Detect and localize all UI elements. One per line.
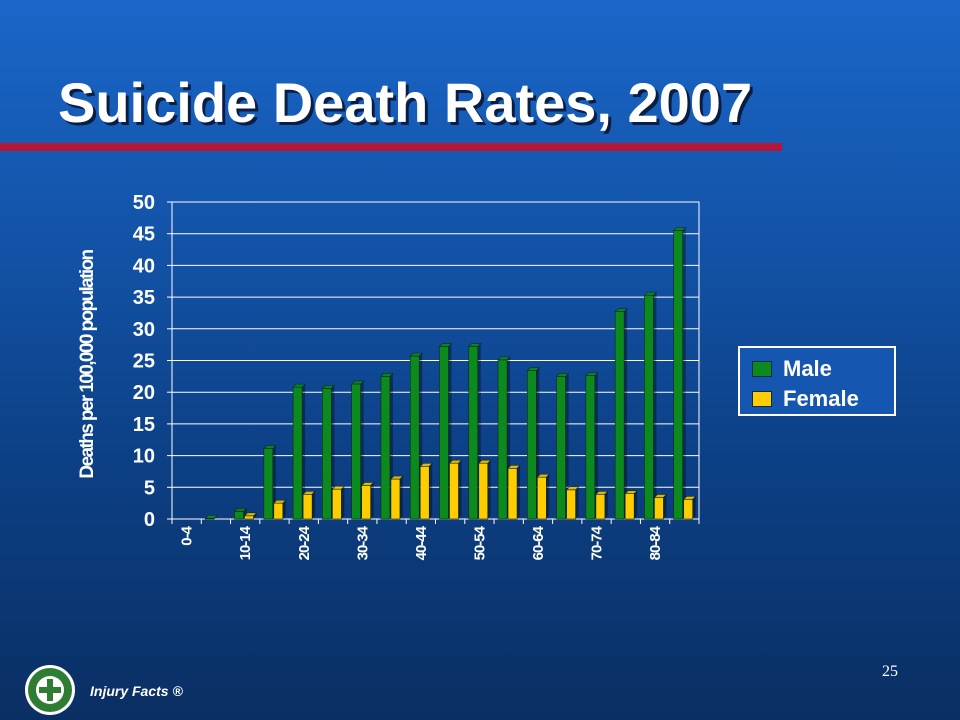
bar-male-20-24 — [292, 383, 306, 520]
y-tick-label: 40 — [133, 255, 155, 277]
bar-female-15-19 — [273, 499, 287, 520]
bar-female-50-54 — [478, 459, 492, 520]
bar-female-10-14 — [243, 512, 258, 520]
bar-male-75-79 — [614, 308, 628, 520]
bar-female-75-79 — [624, 490, 638, 520]
slide-title: Suicide Death Rates, 2007 — [58, 71, 753, 134]
bar-female-60-64 — [536, 473, 551, 520]
national-safety-council-seal-icon — [25, 665, 75, 715]
legend-label-female: Female — [783, 386, 859, 411]
x-tick-label: 0-4 — [179, 525, 196, 545]
x-tick-label: 50-54 — [471, 525, 488, 560]
page-number: 25 — [882, 663, 898, 680]
y-axis-ticks: 0 5 10 15 20 25 30 35 40 45 50 — [133, 192, 172, 531]
footer-injury-facts: Injury Facts ® — [90, 683, 183, 699]
bar-female-55-59 — [507, 464, 521, 520]
bar-male-15-19 — [263, 445, 277, 520]
x-tick-label: 20-24 — [296, 525, 313, 560]
bar-female-80-84 — [653, 494, 668, 520]
chart-bars — [204, 227, 697, 520]
bar-female-65-69 — [565, 486, 580, 520]
x-tick-label: 60-64 — [530, 525, 547, 560]
y-axis-label: Deaths per 100,000 population — [77, 249, 98, 478]
bar-male-65-69 — [555, 373, 570, 520]
bar-female-40-44 — [419, 463, 433, 520]
y-tick-label: 35 — [133, 287, 155, 309]
legend-swatch-female — [752, 391, 772, 407]
y-tick-label: 15 — [133, 414, 155, 436]
x-axis-ticks: 0-4 10-14 20-24 30-34 40-44 50-54 60-64 70-74 80… — [171, 519, 700, 560]
bar-female-20-24 — [302, 490, 316, 520]
y-tick-label: 10 — [133, 446, 155, 468]
legend-item-male: Male — [752, 354, 832, 384]
bar-female-45-49 — [448, 459, 463, 520]
legend-item-female: Female — [752, 384, 859, 414]
y-tick-label: 45 — [133, 224, 155, 246]
x-tick-label: 30-34 — [354, 525, 371, 560]
bar-female-35-39 — [390, 475, 404, 520]
bar-female-30-34 — [360, 482, 375, 520]
y-tick-label: 0 — [144, 509, 155, 531]
x-tick-label: 10-14 — [237, 525, 254, 560]
bar-male-85+ — [672, 227, 687, 520]
y-tick-label: 50 — [133, 192, 155, 214]
y-tick-label: 5 — [144, 477, 155, 499]
y-tick-label: 25 — [133, 351, 155, 373]
bar-male-5-9 — [204, 515, 219, 520]
bar-male-80-84 — [643, 291, 658, 520]
bar-female-85+ — [682, 496, 697, 520]
title-underline — [0, 143, 782, 151]
bar-female-25-29 — [331, 485, 346, 520]
y-tick-label: 30 — [133, 319, 155, 341]
x-tick-label: 40-44 — [413, 525, 430, 560]
legend-swatch-male — [752, 361, 772, 377]
chart-legend: Male Female — [738, 346, 896, 416]
legend-label-male: Male — [783, 356, 832, 381]
x-tick-label: 70-74 — [589, 525, 606, 560]
y-tick-label: 20 — [133, 382, 155, 404]
bar-female-70-74 — [595, 490, 609, 520]
x-tick-label: 80-84 — [647, 525, 664, 560]
bar-male-70-74 — [585, 372, 599, 520]
bar-male-25-29 — [321, 385, 336, 520]
